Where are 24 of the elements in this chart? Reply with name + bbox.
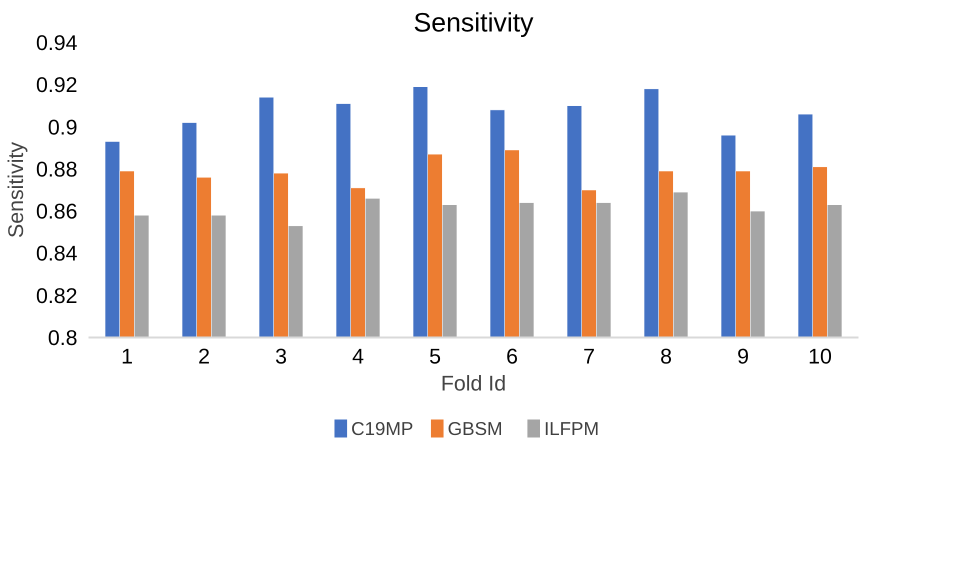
y-tick-label: 0.92 xyxy=(36,73,78,98)
chart-title: Sensitivity xyxy=(414,8,534,38)
legend-label: GBSM xyxy=(448,418,503,439)
legend-label: ILFPM xyxy=(544,418,600,439)
x-tick-label: 4 xyxy=(352,344,364,368)
x-tick-label: 7 xyxy=(583,344,595,368)
y-tick-label: 0.8 xyxy=(48,326,78,350)
y-tick-label: 0.86 xyxy=(36,200,78,224)
x-tick-label: 1 xyxy=(121,344,133,368)
x-tick-label: 10 xyxy=(808,344,832,368)
y-tick-label: 0.84 xyxy=(36,242,78,266)
legend-label: C19MP xyxy=(351,418,414,439)
x-tick-label: 6 xyxy=(506,344,518,368)
x-tick-label: 5 xyxy=(429,344,441,368)
y-axis-title: Sensitivity xyxy=(4,142,28,238)
x-tick-label: 8 xyxy=(660,344,672,368)
x-axis-title: Fold Id xyxy=(440,372,506,396)
y-tick-label: 0.82 xyxy=(36,284,78,308)
x-tick-label: 3 xyxy=(275,344,287,368)
x-tick-label: 9 xyxy=(737,344,749,368)
x-tick-label: 2 xyxy=(198,344,210,368)
y-tick-label: 0.94 xyxy=(36,31,78,55)
y-tick-label: 0.88 xyxy=(36,157,78,182)
y-tick-label: 0.9 xyxy=(48,115,78,140)
